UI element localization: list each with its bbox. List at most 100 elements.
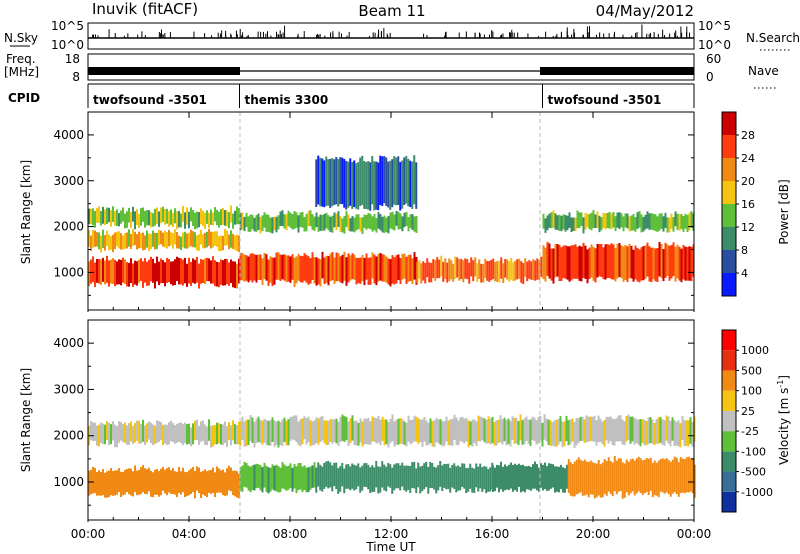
range-time-cell bbox=[337, 253, 340, 282]
velocity-panel: 1000 2000 3000 4000 bbox=[53, 319, 696, 521]
range-time-cell bbox=[567, 420, 570, 446]
range-time-cell bbox=[656, 248, 659, 282]
range-time-cell bbox=[132, 206, 134, 222]
range-time-cell bbox=[508, 261, 511, 282]
range-time-cell bbox=[188, 470, 190, 496]
range-time-cell bbox=[291, 254, 294, 280]
colorbar-swatch bbox=[722, 451, 736, 472]
range-time-cell bbox=[648, 213, 651, 230]
range-time-cell bbox=[389, 419, 392, 443]
range-time-cell bbox=[325, 420, 328, 446]
range-time-cell bbox=[299, 255, 302, 283]
range-time-cell bbox=[453, 463, 456, 489]
range-time-cell bbox=[228, 212, 230, 229]
range-time-cell bbox=[491, 416, 494, 444]
freq-label: Freq. bbox=[6, 52, 36, 66]
range-time-cell bbox=[624, 213, 627, 228]
range-time-cell bbox=[315, 417, 318, 444]
range-time-cell bbox=[267, 420, 270, 446]
range-time-cell bbox=[457, 420, 460, 446]
range-time-cell bbox=[435, 467, 438, 494]
x-tick-label: 00:00 bbox=[71, 527, 106, 541]
range-time-cell bbox=[590, 244, 593, 278]
range-time-cell bbox=[375, 460, 378, 488]
range-time-cell bbox=[690, 246, 693, 282]
range-time-cell bbox=[496, 261, 499, 282]
range-time-cell bbox=[387, 421, 390, 448]
range-time-cell bbox=[297, 215, 300, 233]
range-time-cell bbox=[409, 160, 412, 208]
range-time-cell bbox=[253, 217, 256, 232]
range-time-cell bbox=[637, 456, 640, 492]
range-time-cell bbox=[345, 210, 348, 228]
nsky-tick-top: 10^5 bbox=[51, 19, 84, 33]
range-time-cell bbox=[462, 260, 465, 283]
range-time-cell bbox=[580, 212, 583, 227]
range-time-cell bbox=[120, 233, 122, 250]
range-time-cell bbox=[616, 243, 619, 279]
range-time-cell bbox=[654, 248, 657, 282]
range-time-cell bbox=[327, 159, 330, 206]
range-time-cell bbox=[251, 214, 254, 230]
range-time-cell bbox=[339, 256, 342, 283]
range-time-cell bbox=[618, 212, 621, 230]
range-time-cell bbox=[92, 256, 94, 283]
range-time-cell bbox=[466, 259, 469, 280]
range-time-cell bbox=[349, 418, 352, 444]
range-time-cell bbox=[301, 466, 304, 493]
range-time-cell bbox=[138, 213, 140, 228]
range-time-cell bbox=[445, 463, 448, 490]
range-time-cell bbox=[533, 417, 536, 442]
range-time-cell bbox=[369, 213, 372, 230]
range-time-cell bbox=[461, 416, 464, 443]
range-time-cell bbox=[377, 415, 380, 443]
range-time-cell bbox=[170, 261, 172, 285]
range-time-cell bbox=[399, 465, 402, 491]
range-time-cell bbox=[319, 259, 322, 287]
range-time-cell bbox=[465, 418, 468, 442]
range-time-cell bbox=[379, 419, 382, 446]
range-time-cell bbox=[230, 205, 232, 223]
range-time-cell bbox=[230, 425, 232, 446]
range-time-cell bbox=[226, 230, 228, 246]
range-time-cell bbox=[265, 420, 268, 445]
range-time-cell bbox=[192, 231, 194, 248]
range-time-cell bbox=[291, 214, 294, 230]
range-time-cell bbox=[220, 235, 222, 252]
range-time-cell bbox=[605, 416, 608, 441]
range-time-cell bbox=[321, 158, 324, 207]
range-time-cell bbox=[281, 419, 284, 447]
range-time-cell bbox=[222, 424, 224, 446]
range-time-cell bbox=[496, 464, 498, 488]
range-time-cell bbox=[468, 262, 471, 284]
range-time-cell bbox=[620, 213, 623, 228]
range-time-cell bbox=[134, 465, 136, 492]
range-time-cell bbox=[656, 216, 659, 232]
range-time-cell bbox=[651, 419, 654, 444]
range-time-cell bbox=[243, 216, 246, 232]
range-time-cell bbox=[239, 212, 242, 231]
range-time-cell bbox=[287, 419, 290, 446]
range-time-cell bbox=[170, 209, 172, 225]
range-time-cell bbox=[397, 211, 400, 230]
range-time-cell bbox=[487, 469, 490, 492]
range-time-cell bbox=[608, 244, 611, 279]
range-time-cell bbox=[321, 251, 324, 279]
range-time-cell bbox=[556, 466, 558, 492]
range-time-cell bbox=[218, 236, 220, 251]
range-time-cell bbox=[497, 419, 500, 443]
range-time-cell bbox=[339, 216, 342, 232]
range-time-cell bbox=[216, 466, 218, 493]
range-time-cell bbox=[671, 417, 674, 441]
colorbar-tick-label: -25 bbox=[741, 425, 759, 438]
range-time-cell bbox=[528, 260, 531, 279]
range-time-cell bbox=[447, 463, 450, 490]
range-time-cell bbox=[423, 463, 426, 490]
range-time-cell bbox=[186, 233, 188, 249]
range-time-cell bbox=[315, 159, 318, 208]
range-time-cell bbox=[132, 263, 134, 287]
range-time-cell bbox=[351, 253, 354, 280]
range-time-cell bbox=[525, 416, 528, 441]
range-time-cell bbox=[160, 230, 162, 245]
range-time-cell bbox=[585, 461, 588, 495]
